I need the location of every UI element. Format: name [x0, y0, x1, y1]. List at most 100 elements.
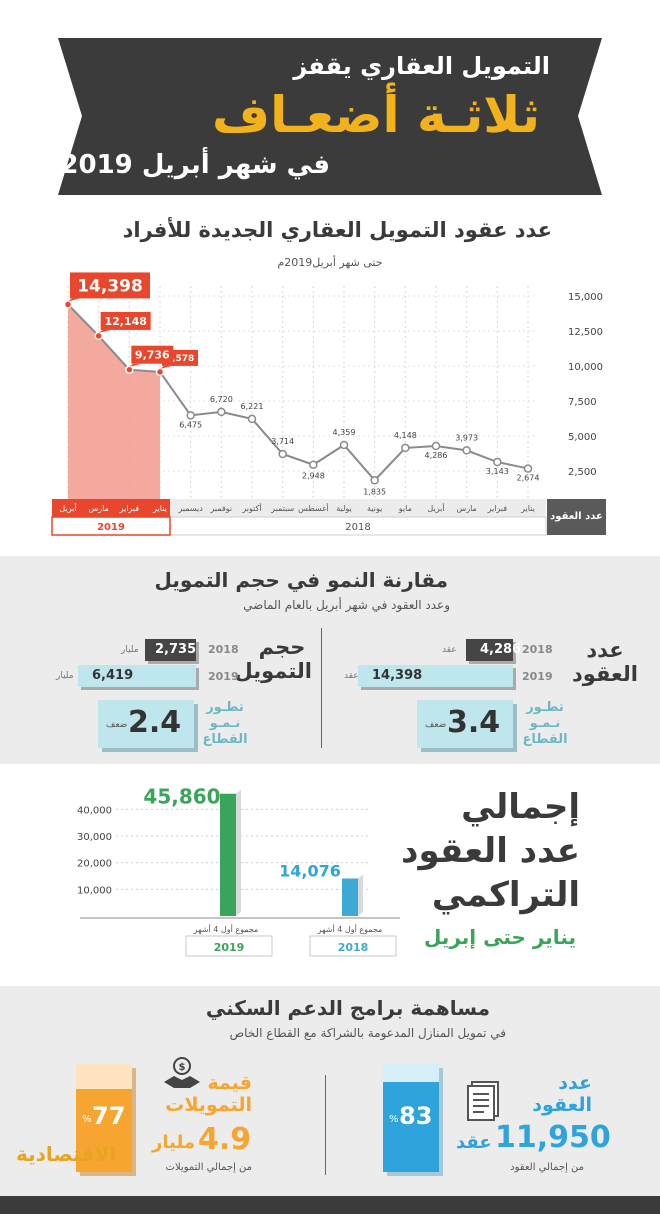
x-tick-label: فبراير: [487, 504, 508, 513]
contracts-unit-2018: عقد: [442, 645, 457, 655]
compare-subtitle: وعدد العقود في شهر أبريل بالعام الماضي: [243, 598, 450, 612]
y-tick-label: 7,500: [568, 397, 597, 408]
volume-label: حجم التمويل: [234, 635, 312, 683]
callout-pointer: [129, 363, 142, 367]
callout-label: 9,578: [166, 354, 194, 364]
bar-2019: [220, 793, 236, 916]
svg-text:$: $: [179, 1062, 186, 1073]
bar-side: [358, 874, 363, 916]
volume-year-2019: 2019: [208, 670, 239, 683]
category-label: 2018: [338, 941, 369, 954]
support-contracts-box: 83 %: [383, 1064, 439, 1172]
support-contracts-value: 11,950: [495, 1120, 611, 1155]
compare-title: مقارنة النمو في حجم التمويل: [154, 568, 448, 592]
support-financing-percent-sign: %: [82, 1114, 92, 1125]
callout-label: 9,736: [135, 349, 170, 362]
x-tick-label: يولية: [336, 504, 352, 513]
support-title: مساهمة برامج الدعم السكني: [205, 996, 490, 1020]
data-point: [431, 441, 441, 451]
support-contracts-percent: 83: [399, 1102, 433, 1130]
data-label: 2,948: [302, 472, 325, 481]
header-line3: في شهر أبريل 2019: [60, 150, 330, 180]
data-point: [309, 460, 318, 469]
callout-pointer: [98, 329, 111, 333]
data-label: 4,286: [425, 451, 448, 460]
y-tick-label: 10,000: [568, 362, 603, 373]
contracts-year-2019: 2019: [522, 670, 553, 683]
data-point: [523, 464, 533, 473]
contracts-growth-value: 3.4: [447, 705, 501, 740]
contracts-bar-2019: 14,398: [358, 665, 513, 687]
y-tick-label: 12,500: [568, 327, 603, 338]
contracts-label: عدد العقود: [572, 638, 638, 686]
volume-unit-2019: مليار: [56, 671, 74, 681]
x-tick-label: فبراير: [119, 504, 140, 513]
y-tick-label: 15,000: [568, 292, 603, 303]
x-tick-label: أبريل: [427, 503, 444, 513]
data-label: 2,674: [517, 474, 540, 483]
support-contracts-unit: عقد: [456, 1132, 492, 1153]
callout-label: 14,398: [77, 277, 143, 297]
x-tick-label: يونية: [367, 504, 382, 513]
data-label: 6,475: [179, 420, 202, 429]
volume-bar-2018: 2,735: [145, 639, 196, 661]
category-label: 2019: [214, 941, 245, 954]
volume-bar-2019: 6,419: [78, 665, 196, 687]
bar-2018: [342, 878, 358, 916]
x-tick-label: مارس: [456, 504, 476, 513]
header-line2: ثلاثـة أضعـاف: [212, 86, 540, 144]
data-label: 3,973: [455, 433, 478, 442]
callout-box: [100, 311, 151, 330]
handshake-money-icon: $: [164, 1057, 200, 1088]
data-point: [155, 367, 165, 377]
data-label: 4,359: [333, 428, 356, 437]
data-label: 6,221: [241, 402, 264, 411]
x-tick-label: ديسمبر: [177, 504, 203, 513]
support-contracts-percent-sign: %: [389, 1114, 399, 1125]
data-point: [63, 300, 73, 309]
y-tick-label: 40,000: [77, 805, 112, 816]
y-tick-label: 5,000: [568, 432, 597, 443]
contracts-growth-box: 3.4 ضعف: [417, 700, 513, 748]
header-banner: [58, 38, 602, 195]
support-financing-unit: مليار: [152, 1132, 195, 1153]
volume-growth-value: 2.4: [128, 705, 182, 740]
document-icon: [467, 1081, 499, 1121]
volume-growth-unit: ضعف: [106, 720, 128, 730]
x-tick-label: يناير: [520, 504, 535, 513]
data-point: [94, 331, 103, 341]
bar-value-label: 14,076: [279, 861, 341, 880]
y-tick-label: 30,000: [77, 832, 112, 843]
category-note: مجموع أول 4 أشهر: [317, 924, 383, 934]
y-tick-label: 20,000: [77, 859, 112, 870]
category-note: مجموع أول 4 أشهر: [193, 924, 259, 934]
volume-growth-box: 2.4 ضعف: [98, 700, 194, 748]
data-point: [401, 443, 410, 453]
volume-unit-2018: مليار: [121, 645, 139, 655]
cumulative-title: إجمالي عدد العقود التراكمي: [401, 787, 580, 915]
year-2019-box: [51, 516, 171, 536]
data-label: 1,835: [363, 487, 386, 496]
data-point: [462, 446, 471, 455]
series-line: [67, 303, 529, 482]
contracts-unit-2019: عقد: [344, 671, 359, 681]
x-tick-label: نوفمبر: [210, 504, 233, 513]
contracts-growth-unit: ضعف: [425, 720, 447, 730]
volume-growth-label: تطـور نـمـو القطاع: [202, 700, 248, 747]
data-point: [125, 365, 134, 374]
support-financing-caption: من إجمالي التمويلات: [165, 1162, 252, 1173]
month-axis-bg: [52, 499, 546, 517]
x-tick-label: سبتمبر: [270, 504, 294, 513]
category-box: [185, 935, 273, 957]
support-divider: [325, 1075, 326, 1175]
data-label: 3,143: [486, 467, 509, 476]
data-label: 6,720: [210, 395, 233, 404]
x-tick-label: مارس: [88, 504, 108, 513]
data-point: [339, 440, 349, 450]
support-financing-fill: [76, 1089, 132, 1172]
support-contracts-caption: من إجمالي العقود: [510, 1162, 584, 1173]
callout-label: 12,148: [104, 315, 146, 328]
contracts-year-2018: 2018: [522, 643, 553, 656]
contracts-value-2019: 14,398: [372, 668, 423, 683]
support-financing-box: 77 %: [76, 1064, 132, 1172]
